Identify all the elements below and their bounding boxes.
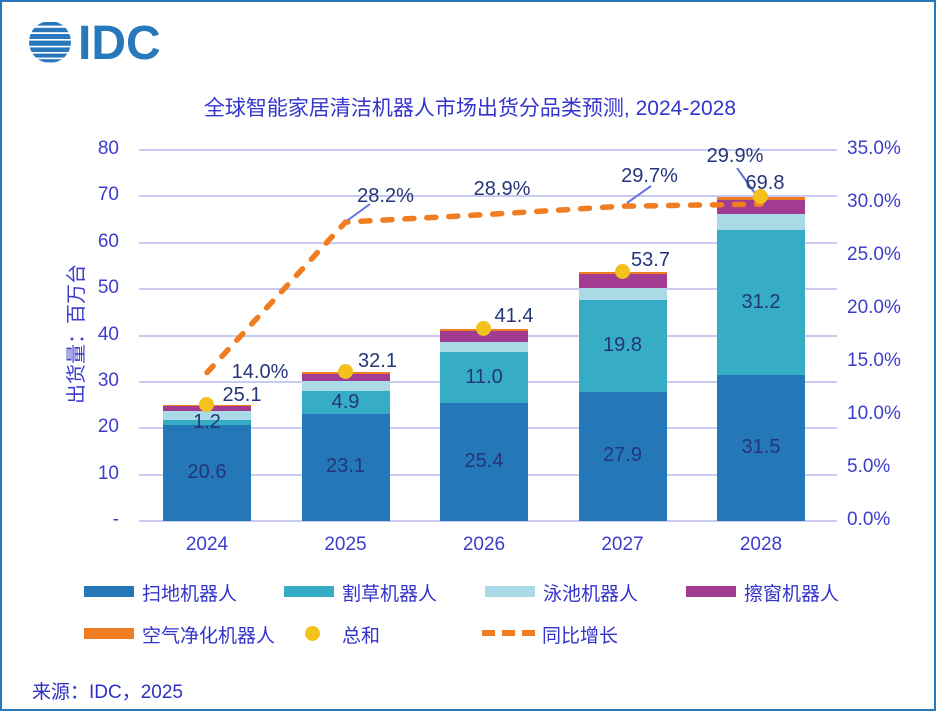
bar-segment [717, 214, 805, 231]
bar-segment-label: 31.5 [741, 435, 781, 458]
bar-segment [301, 413, 390, 521]
y2-axis-tick-label: 15.0% [847, 350, 901, 371]
source-note: 来源：IDC，2025 [32, 682, 183, 703]
gridline [139, 149, 837, 151]
bar-segment-label: 19.8 [603, 333, 642, 356]
y-axis-tick-label: - [112, 509, 119, 530]
gridline [139, 195, 837, 198]
legend-swatch [686, 586, 736, 597]
y2-axis-tick-label: 20.0% [847, 297, 901, 318]
y-axis-tick-label: 60 [97, 230, 119, 252]
total-label: 41.4 [494, 305, 534, 327]
total-label: 32.1 [358, 350, 397, 373]
bar-segment-label: 23.1 [326, 455, 365, 478]
legend-label: 割草机器人 [342, 584, 438, 605]
y-axis-tick-label: 20 [97, 416, 119, 438]
growth-label: 28.2% [357, 185, 414, 208]
y-axis-tick-label: 70 [97, 184, 119, 206]
y-axis-tick-label: 50 [97, 277, 119, 299]
y2-axis-tick-label: 35.0% [847, 138, 901, 159]
y2-axis-tick-label: 5.0% [847, 456, 891, 477]
total-label: 25.1 [222, 383, 262, 406]
growth-label: 29.7% [621, 165, 678, 188]
total-label: 53.7 [631, 248, 670, 271]
legend-total-dot [305, 626, 320, 641]
x-axis-tick-label: 2028 [739, 534, 783, 555]
bar-segment [717, 374, 805, 521]
legend-label: 总和 [342, 626, 381, 647]
legend-label: 同比增长 [542, 626, 619, 647]
y-axis-tick-label: 30 [97, 369, 119, 391]
bar-segment-label: 27.9 [603, 444, 642, 467]
legend-swatch [84, 586, 134, 597]
legend-label: 泳池机器人 [543, 584, 639, 605]
legend-label: 空气净化机器人 [142, 626, 276, 647]
bar-segment [578, 391, 667, 521]
gridline [139, 520, 837, 522]
growth-label: 28.9% [473, 177, 531, 200]
bar-segment-label: 31.2 [741, 290, 781, 313]
x-axis-tick-label: 2025 [324, 534, 367, 555]
growth-label: 29.9% [706, 145, 764, 168]
y2-axis-tick-label: 30.0% [847, 191, 901, 212]
bar-segment-label: 4.9 [331, 390, 360, 413]
x-axis-tick-label: 2026 [462, 534, 506, 555]
bar-segment [163, 419, 251, 426]
bar-segment-label: 1.2 [193, 410, 221, 433]
total-label: 69.8 [745, 172, 785, 195]
bar-segment-label: 25.4 [464, 450, 504, 473]
total-dot [199, 396, 214, 412]
y2-axis-tick-label: 10.0% [847, 403, 901, 424]
bar-segment-label: 20.6 [187, 461, 227, 484]
bar-segment [440, 403, 528, 521]
idc-logo-text: IDC [78, 17, 161, 70]
chart-title: 全球智能家居清洁机器人市场出货分品类预测, 2024-2028 [203, 97, 737, 120]
bar-segment [163, 425, 251, 521]
y-axis-tick-label: 40 [97, 323, 119, 345]
x-axis-tick-label: 2027 [601, 534, 644, 555]
bar-segment [578, 288, 667, 300]
idc-globe-icon: IDC [29, 17, 161, 70]
legend-swatch [284, 586, 334, 597]
bar-segment [301, 391, 390, 414]
legend-dash-swatch [482, 630, 535, 636]
y-axis-tick-label: 80 [97, 138, 119, 159]
growth-label: 14.0% [231, 360, 289, 383]
legend-label: 扫地机器人 [142, 584, 238, 605]
bar-segment [301, 380, 390, 392]
idc-logo: IDC [28, 14, 248, 70]
legend-label: 擦窗机器人 [744, 584, 840, 605]
legend-swatch [485, 586, 535, 597]
legend-swatch [84, 628, 134, 639]
bar-segment [440, 341, 528, 353]
bar-segment [163, 411, 251, 420]
x-axis-tick-label: 2024 [185, 534, 229, 555]
y2-axis-tick-label: 0.0% [847, 509, 891, 530]
y2-axis-tick-label: 25.0% [847, 244, 901, 265]
y-axis-tick-label: 10 [97, 462, 119, 484]
bar-segment-label: 11.0 [465, 365, 503, 388]
